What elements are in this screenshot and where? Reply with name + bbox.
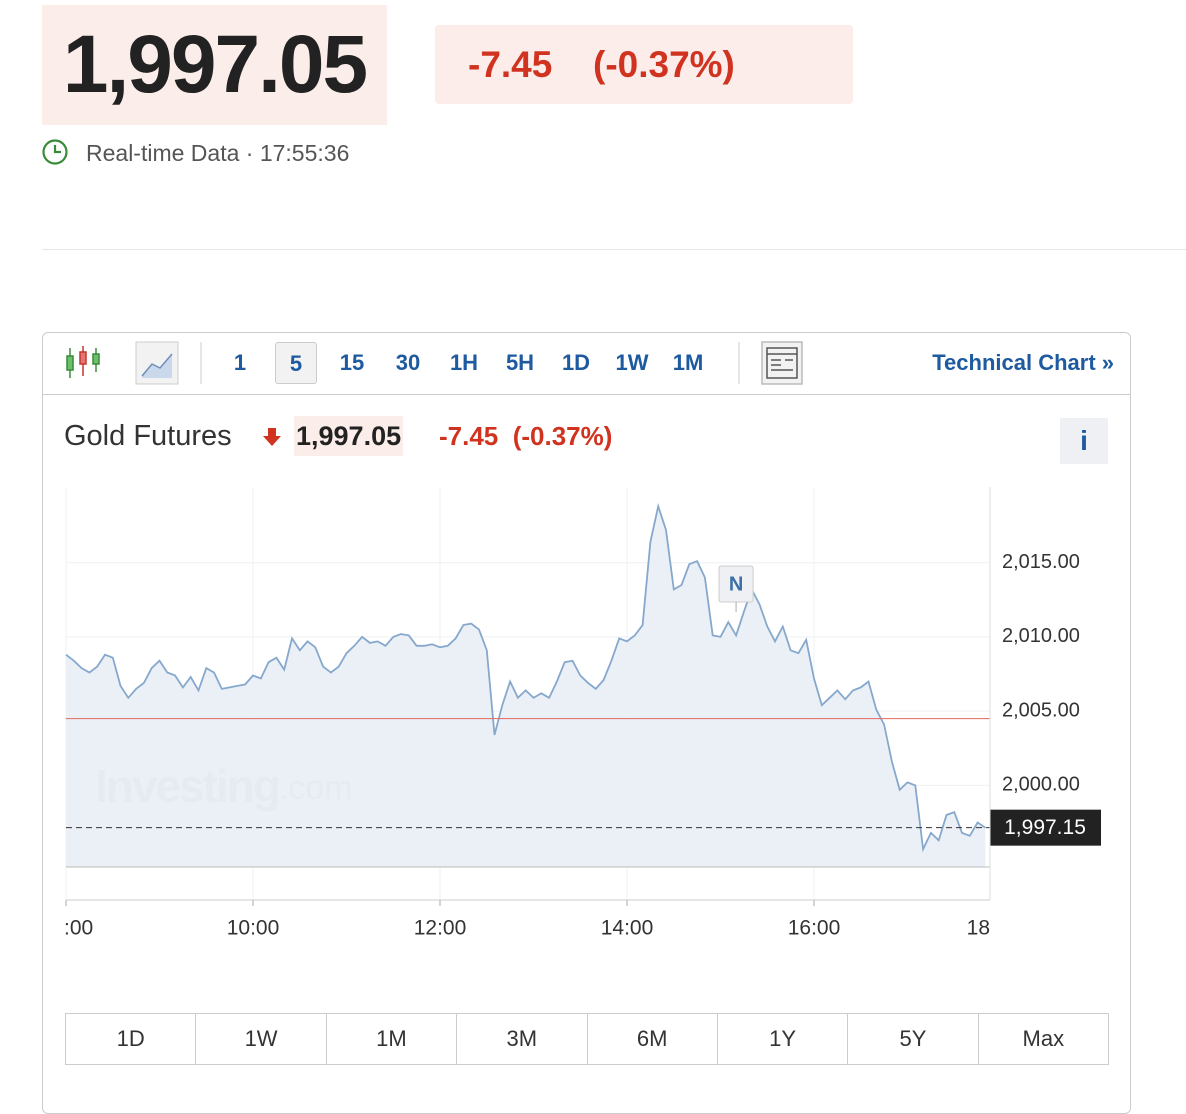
x-tick-label: :00 xyxy=(64,917,93,940)
y-tick-label: 2,010.00 xyxy=(1002,625,1080,647)
y-tick-label: 2,015.00 xyxy=(1002,551,1080,573)
price-line xyxy=(65,502,986,853)
candle-icon xyxy=(66,346,100,378)
x-tick-label: 10:00 xyxy=(227,917,280,940)
chart-price: 1,997.05 xyxy=(294,416,404,456)
chart-title: Gold Futures xyxy=(64,420,232,452)
last-price-box xyxy=(990,809,1101,846)
range-button[interactable]: 5Y xyxy=(847,1014,977,1064)
news-flag-label: N xyxy=(729,573,743,595)
interval-button[interactable]: 30 xyxy=(395,350,421,375)
x-tick-label: 14:00 xyxy=(601,917,654,940)
range-button[interactable]: Max xyxy=(977,1014,1108,1064)
plot-area: Investing.com xyxy=(65,487,990,906)
change-box: -7.45 (-0.37%) xyxy=(435,25,853,104)
change-pct: (-0.37%) xyxy=(512,421,613,451)
range-button[interactable]: 3M xyxy=(456,1014,586,1064)
layout-icon xyxy=(761,341,803,385)
change: -7.45 xyxy=(439,421,499,451)
page: Investing.com 2,000.00 2,005.00 2,010.00 2,0… xyxy=(42,5,1186,1114)
divider xyxy=(42,249,1186,250)
change: -7.45 xyxy=(468,44,553,85)
interval-button[interactable]: 5 xyxy=(275,342,317,384)
price: 1,997.05 xyxy=(42,5,387,125)
interval-button[interactable]: 1M xyxy=(672,350,704,375)
interval-button[interactable]: 1 xyxy=(233,350,247,375)
down-arrow xyxy=(263,428,281,446)
info-button[interactable]: i xyxy=(1060,418,1108,464)
x-tick-label: 18 xyxy=(967,917,990,940)
interval-button[interactable]: 5H xyxy=(505,350,535,375)
area xyxy=(66,506,986,867)
interval-button[interactable]: 1H xyxy=(449,350,479,375)
range-bar: 1D 1W 1M 3M 6M 1Y 5Y Max xyxy=(65,1013,1109,1065)
range-button[interactable]: 6M xyxy=(586,1014,717,1064)
range-button[interactable]: 1M xyxy=(325,1014,456,1064)
interval-button[interactable]: 1W xyxy=(615,350,649,375)
range-button[interactable]: 1D xyxy=(116,1026,145,1051)
y-tick-label: 2,005.00 xyxy=(1002,699,1080,721)
x-tick-label: 12:00 xyxy=(414,917,467,940)
divider xyxy=(43,394,1130,395)
interval-button[interactable]: 1D xyxy=(561,350,591,375)
status: Real-time Data · 17:55:36 xyxy=(86,140,350,166)
technical-chart-link[interactable]: Technical Chart » xyxy=(932,350,1114,375)
chart-change: -7.45 (-0.37%) xyxy=(439,416,612,456)
last-price-label: 1,997.15 xyxy=(1004,816,1086,839)
chart: Investing.com 2,000.00 2,005.00 2,010.00 2,0… xyxy=(42,58,1101,940)
range-button[interactable]: 1W xyxy=(195,1014,325,1064)
clock-icon xyxy=(42,139,68,165)
change-pct: (-0.37%) xyxy=(593,44,735,85)
line-chart-icon xyxy=(135,341,179,385)
y-tick-label: 2,000.00 xyxy=(1002,774,1080,796)
interval-button[interactable]: 15 xyxy=(339,350,365,375)
x-tick-label: 16:00 xyxy=(788,917,841,940)
range-button[interactable]: 1Y xyxy=(716,1014,847,1064)
